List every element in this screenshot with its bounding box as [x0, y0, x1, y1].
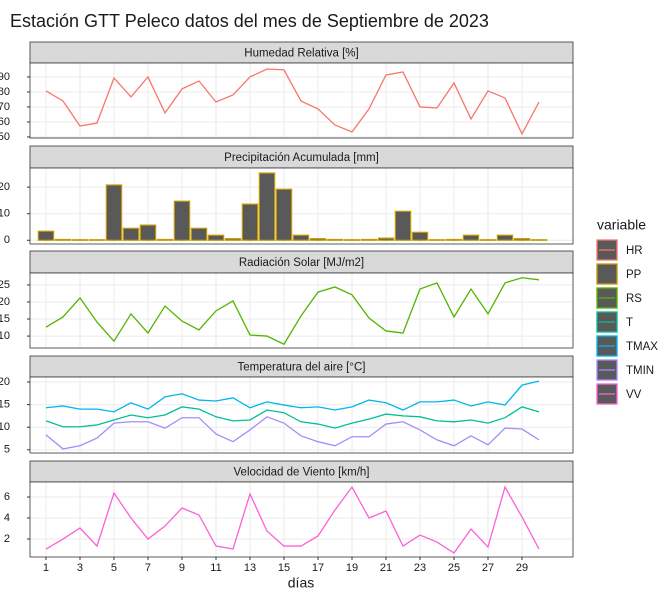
x-tick-label: 15 [278, 562, 290, 574]
x-tick-label: 25 [448, 562, 460, 574]
legend-label: HR [626, 245, 643, 257]
bar [530, 239, 548, 241]
strip-title: Radiación Solar [MJ/m2] [239, 257, 364, 269]
bar [411, 231, 429, 241]
bar [326, 238, 344, 241]
bar [139, 224, 157, 241]
bar [258, 172, 276, 241]
legend-key [596, 263, 618, 285]
x-tick-label: 13 [244, 562, 256, 574]
bar [462, 234, 480, 241]
y-tick-label: 4 [4, 512, 10, 524]
bar [241, 203, 259, 241]
data-line [45, 277, 540, 346]
legend-label: TMIN [626, 365, 654, 377]
strip-title: Velocidad de Viento [km/h] [234, 467, 370, 479]
y-tick-label: 80 [0, 86, 10, 98]
panel-border [29, 481, 574, 558]
y-tick-label: 20 [0, 181, 10, 193]
bar [71, 239, 89, 241]
y-tick-label: 70 [0, 101, 10, 113]
x-tick-label: 3 [77, 562, 83, 574]
bar [428, 239, 446, 241]
y-tick-label: 10 [0, 330, 10, 342]
y-tick-label: 6 [4, 491, 10, 503]
bar [190, 227, 208, 241]
bar [275, 188, 293, 241]
bar [343, 239, 361, 241]
bar [360, 238, 378, 241]
bar [105, 184, 123, 241]
data-line [45, 406, 540, 429]
bar [224, 238, 242, 241]
data-line [45, 485, 540, 554]
x-tick-label: 19 [346, 562, 358, 574]
x-tick-label: 21 [380, 562, 392, 574]
bar [513, 238, 531, 241]
y-tick-label: 25 [0, 279, 10, 291]
data-line [45, 380, 540, 413]
x-axis-label: días [288, 575, 314, 590]
x-tick-label: 27 [482, 562, 494, 574]
panel [30, 273, 573, 348]
panel-border [29, 62, 574, 139]
strip-title: Precipitación Acumulada [mm] [224, 152, 379, 164]
x-tick-label: 17 [312, 562, 324, 574]
y-tick-label: 20 [0, 296, 10, 308]
data-line [45, 68, 540, 136]
x-tick-label: 7 [145, 562, 151, 574]
y-tick-label: 50 [0, 131, 10, 143]
bar [122, 227, 140, 241]
y-tick-label: 15 [0, 313, 10, 325]
legend-label: T [626, 317, 633, 329]
bar [309, 238, 327, 241]
bar [54, 238, 72, 241]
panel [30, 482, 573, 557]
bar [479, 239, 497, 241]
panel-border [29, 272, 574, 349]
bar [207, 234, 225, 241]
x-tick-label: 29 [516, 562, 528, 574]
bar [173, 200, 191, 241]
bar [37, 230, 55, 241]
y-tick-label: 90 [0, 71, 10, 83]
strip-title: Temperatura del aire [°C] [238, 362, 366, 374]
x-tick-label: 9 [179, 562, 185, 574]
y-tick-label: 15 [0, 399, 10, 411]
y-tick-label: 2 [4, 533, 10, 545]
y-tick-label: 20 [0, 376, 10, 388]
y-tick-label: 10 [0, 208, 10, 220]
strip-title: Humedad Relativa [%] [244, 48, 358, 60]
panel [30, 377, 573, 453]
legend-label: TMAX [626, 341, 658, 353]
y-tick-label: 5 [4, 444, 10, 456]
legend-label: VV [626, 389, 642, 401]
bar [496, 234, 514, 241]
chart-title: Estación GTT Peleco datos del mes de Sep… [10, 11, 489, 31]
panel-border [29, 376, 574, 454]
y-tick-label: 60 [0, 116, 10, 128]
x-tick-label: 5 [111, 562, 117, 574]
y-tick-label: 0 [4, 234, 10, 246]
x-tick-label: 11 [210, 562, 221, 574]
bar [88, 239, 106, 241]
x-tick-label: 23 [414, 562, 426, 574]
bar [156, 238, 174, 241]
bar [292, 234, 310, 241]
legend-label: PP [626, 269, 642, 281]
legend-label: RS [626, 293, 642, 305]
y-tick-label: 10 [0, 421, 10, 433]
panel-border [29, 167, 574, 245]
legend-title: variable [597, 217, 646, 233]
bar [445, 238, 463, 241]
x-tick-label: 1 [43, 562, 49, 574]
data-line [45, 416, 540, 450]
bar [377, 237, 395, 241]
bar [394, 210, 412, 241]
